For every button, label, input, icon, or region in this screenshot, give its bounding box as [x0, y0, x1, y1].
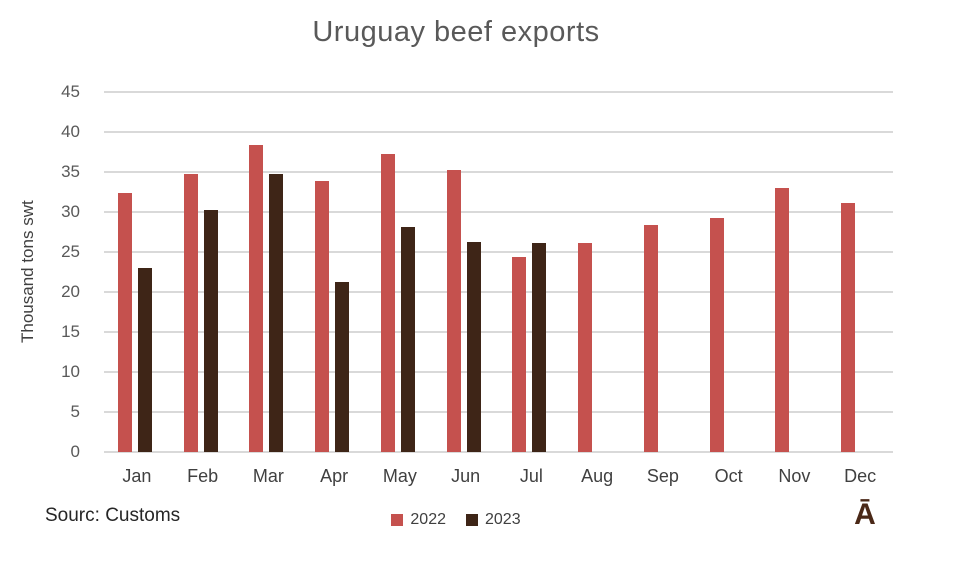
x-axis-label: Feb [187, 466, 219, 486]
y-tick-label: 20 [61, 282, 80, 301]
x-axis-label: Oct [714, 466, 743, 486]
y-axis-tick-labels: 0 5 10 15 20 25 30 35 40 45 [0, 82, 84, 461]
gridline [104, 331, 893, 333]
legend-item-2023: 2023 [466, 511, 521, 529]
bar-2022-jul [512, 256, 527, 452]
bar-2023-jan [137, 268, 152, 452]
gridline [104, 451, 893, 453]
logo-icon: Ā [854, 498, 876, 531]
y-tick-label: 5 [70, 402, 80, 421]
plot-area [104, 91, 893, 453]
y-tick-label: 30 [61, 202, 80, 221]
bar-2023-jun [466, 241, 481, 452]
gridline [104, 411, 893, 413]
bar-2022-jan [117, 192, 132, 452]
bar-2023-apr [335, 282, 350, 452]
x-axis-label: Jan [122, 466, 152, 486]
gridline [104, 211, 893, 213]
gridline [104, 291, 893, 293]
y-tick-label: 15 [61, 322, 80, 341]
x-axis-label: Aug [581, 466, 614, 486]
y-tick-label: 45 [61, 82, 80, 101]
gridline [104, 131, 893, 133]
y-tick-label: 35 [61, 162, 80, 181]
bar-2023-jul [532, 243, 547, 452]
legend-swatch-icon [391, 514, 404, 526]
legend-item-2022: 2022 [391, 511, 446, 529]
x-axis-label: May [382, 466, 417, 486]
x-axis-label: Jul [519, 466, 543, 486]
x-axis-label: Apr [320, 466, 349, 486]
x-axis-label: Jun [451, 466, 481, 486]
x-axis-label: Dec [844, 466, 877, 486]
chart-title: Uruguay beef exports [312, 16, 600, 48]
bar-2023-mar [269, 173, 284, 452]
bar-2022-may [380, 153, 395, 452]
legend-label: 2023 [485, 511, 521, 528]
y-tick-label: 10 [61, 362, 80, 381]
gridline [104, 171, 893, 173]
x-axis-label: Sep [646, 466, 679, 486]
bar-2022-oct [709, 217, 724, 452]
bar-2022-nov [775, 188, 790, 452]
x-axis-label: Nov [778, 466, 811, 486]
bar-2022-sep [643, 224, 658, 452]
bar-2022-dec [841, 203, 856, 452]
bar-2022-apr [315, 180, 330, 452]
bar-2023-may [400, 227, 415, 452]
bar-2022-feb [183, 173, 198, 452]
legend-swatch-icon [466, 514, 478, 526]
source-note: Sourc: Customs [45, 505, 181, 526]
gridline [104, 251, 893, 253]
x-axis-labels: Jan Feb Mar Apr May Jun Jul Aug Sep Oct Nov Dec [104, 466, 893, 492]
y-tick-label: 0 [70, 442, 80, 461]
bar-2022-mar [249, 144, 264, 452]
chart-legend: 2022 2023 [0, 511, 912, 529]
x-axis-label: Mar [252, 466, 284, 486]
y-tick-label: 25 [61, 242, 80, 261]
gridline [104, 371, 893, 373]
bar-2022-aug [578, 243, 593, 452]
y-tick-label: 40 [61, 122, 80, 141]
gridline [104, 91, 893, 93]
legend-label: 2022 [410, 511, 446, 528]
bar-2023-feb [203, 210, 218, 452]
bar-2022-jun [446, 170, 461, 452]
